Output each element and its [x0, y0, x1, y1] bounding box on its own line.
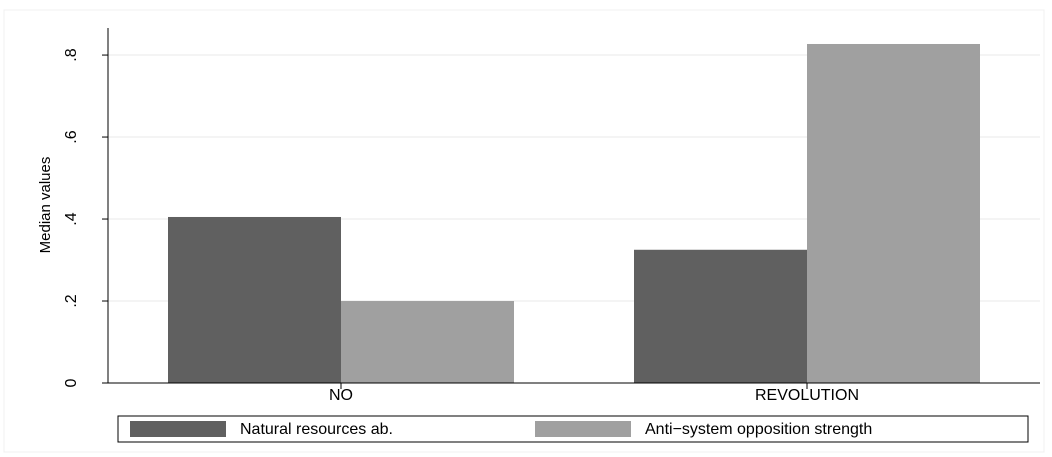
legend-swatch: [130, 421, 226, 437]
bar: [168, 216, 341, 383]
bar: [807, 43, 980, 383]
y-tick-label: 0: [63, 378, 80, 387]
legend-label: Natural resources ab.: [240, 421, 393, 438]
x-tick-label: REVOLUTION: [755, 387, 859, 404]
bar: [634, 249, 807, 383]
y-axis-label: Median values: [37, 157, 54, 254]
y-tick-label: .2: [63, 294, 80, 307]
y-tick-label: .6: [63, 130, 80, 143]
bar: [341, 301, 514, 383]
x-tick-label: NO: [329, 387, 353, 404]
y-tick-label: .4: [63, 212, 80, 225]
y-tick-label: .8: [63, 48, 80, 61]
legend-swatch: [535, 421, 631, 437]
chart-frame: [3, 9, 1045, 453]
legend-label: Anti−system opposition strength: [645, 421, 872, 438]
